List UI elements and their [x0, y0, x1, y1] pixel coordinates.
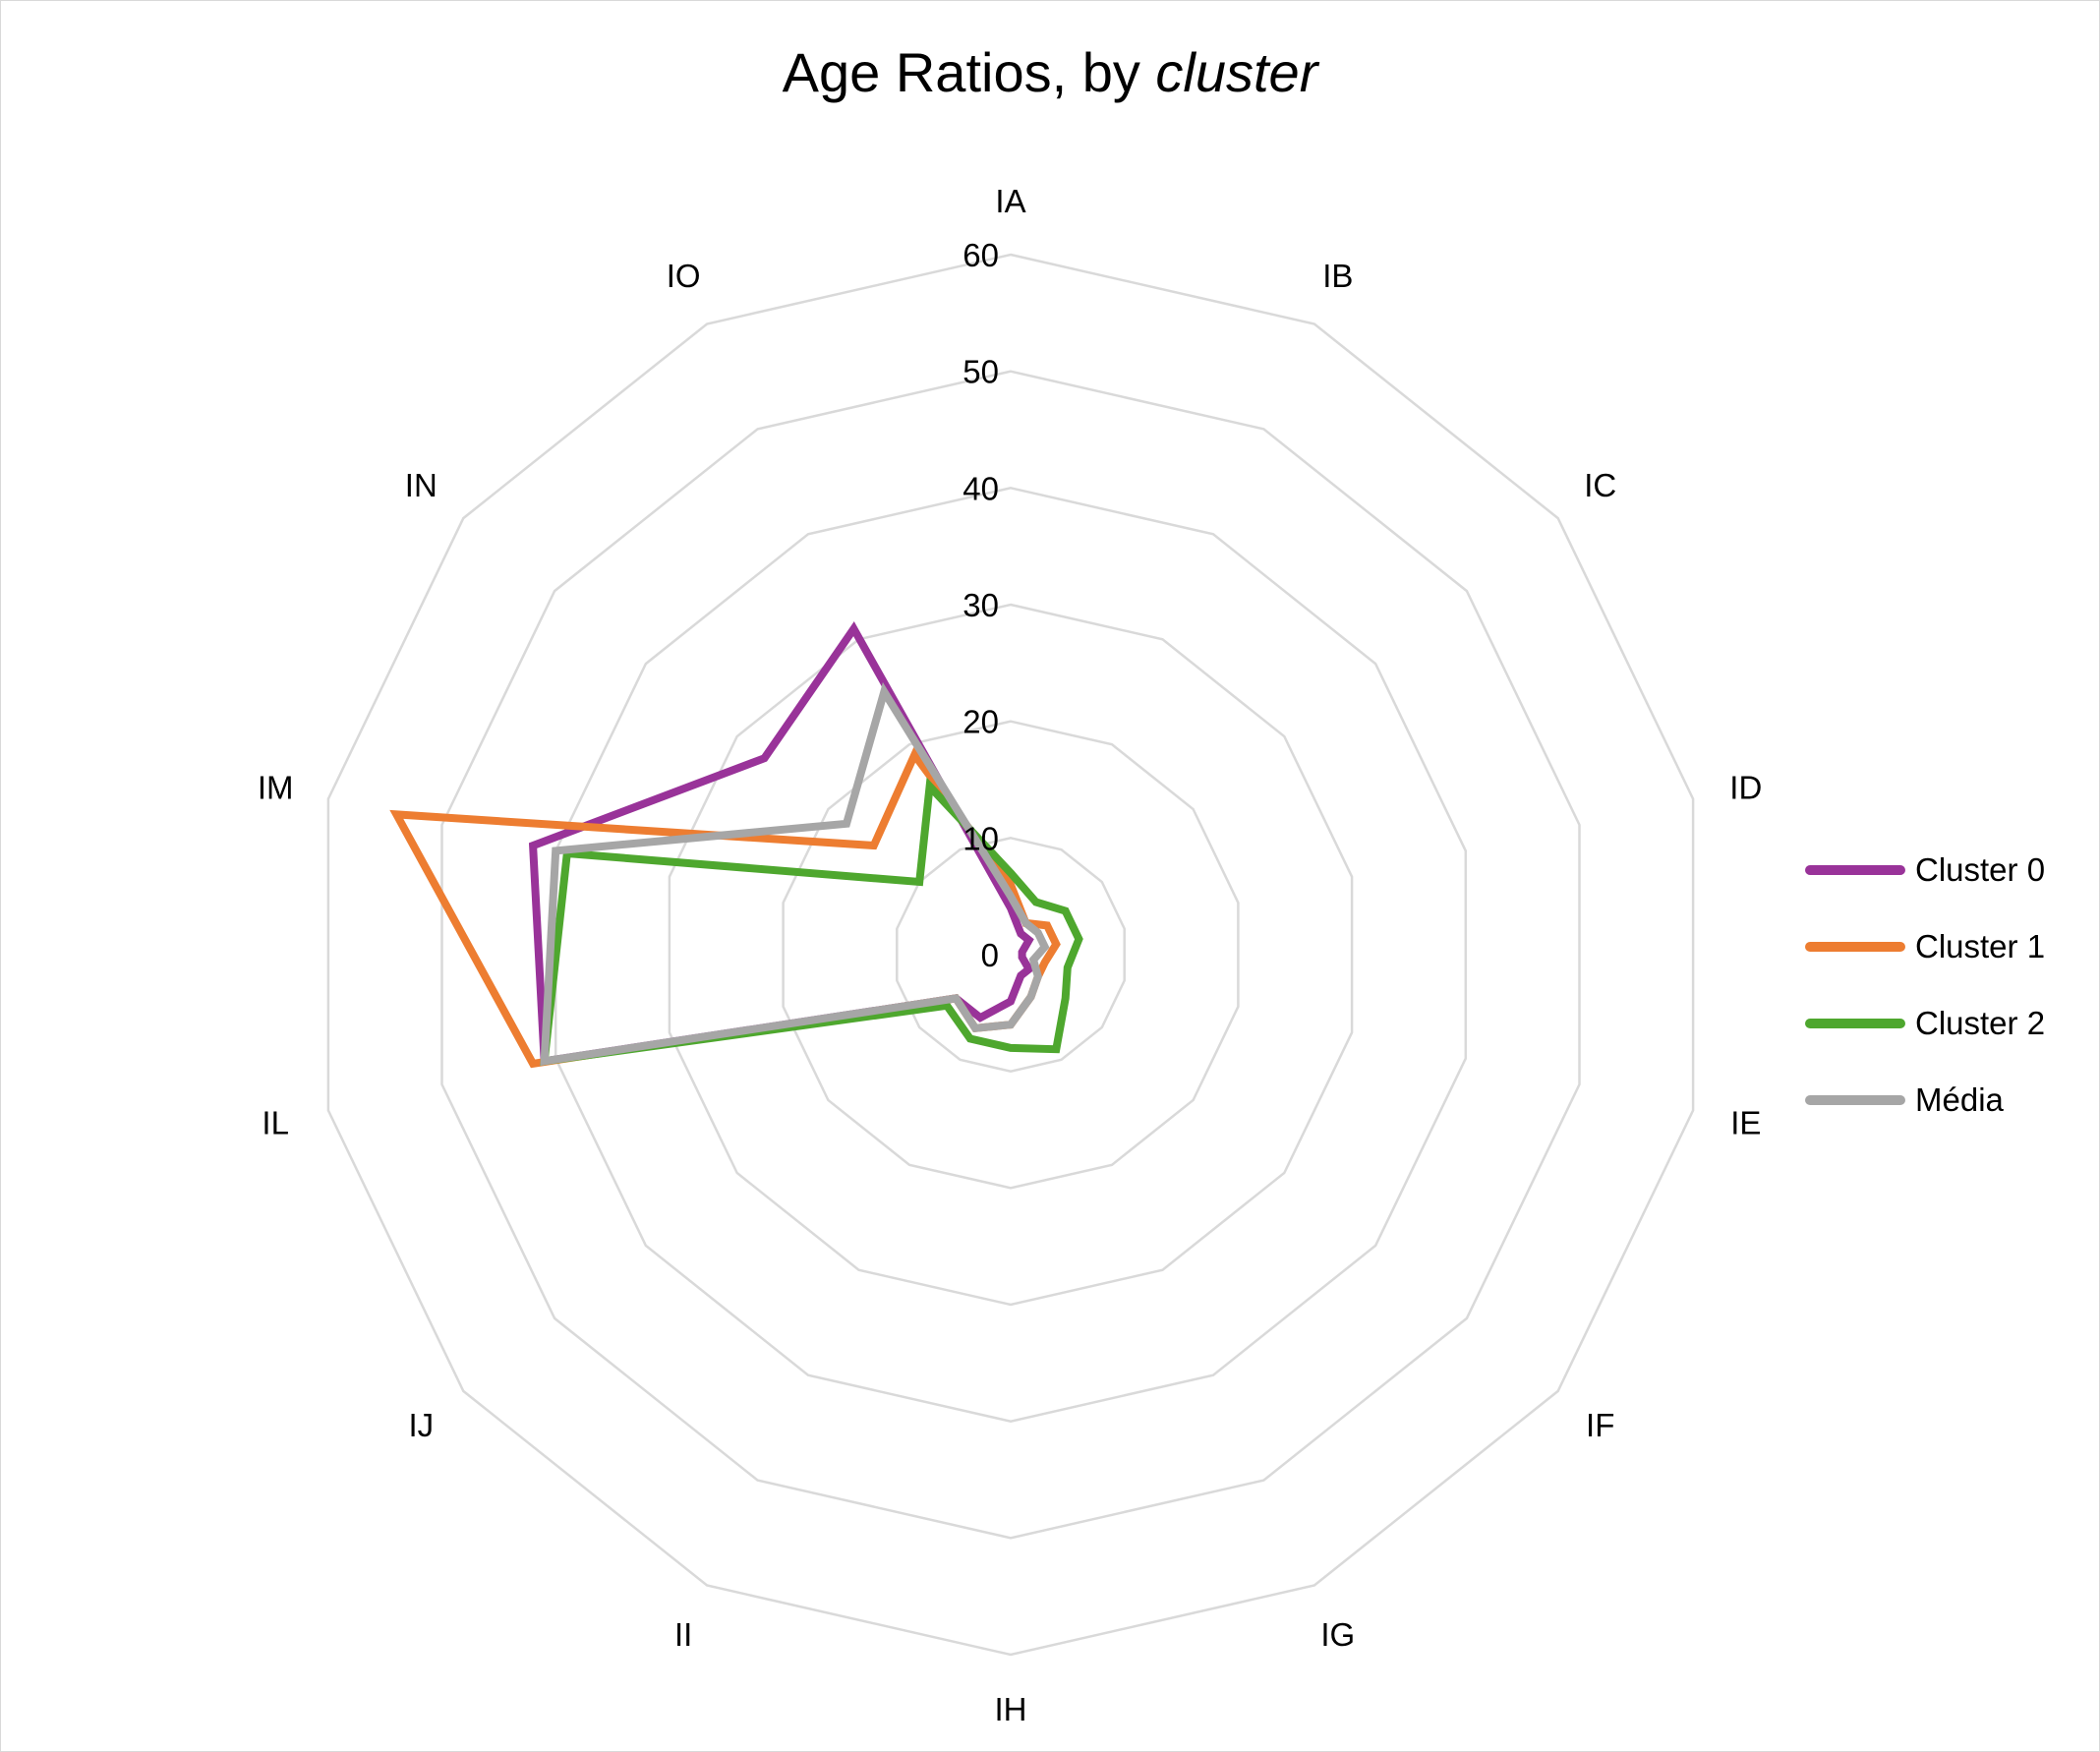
series-m-dia	[540, 681, 1050, 1066]
chart-title: Age Ratios, by cluster	[1, 40, 2099, 104]
grid-ring-40	[554, 487, 1468, 1423]
grid-ring-60	[326, 253, 1695, 1657]
series-cluster-2	[540, 777, 1083, 1066]
category-label-ii: II	[674, 1616, 692, 1653]
category-label-ij: IJ	[408, 1407, 434, 1443]
legend-swatch	[1805, 942, 1905, 952]
tick-label-30: 30	[962, 587, 999, 623]
tick-label-20: 20	[962, 704, 999, 740]
legend-label: Cluster 0	[1915, 851, 2046, 888]
category-label-ib: IB	[1322, 258, 1353, 294]
radar-series	[389, 621, 1083, 1069]
category-label-in: IN	[405, 467, 438, 503]
legend-item-m-dia: Média	[1805, 1062, 2045, 1139]
category-label-ig: IG	[1320, 1616, 1355, 1653]
grid-ring-20	[782, 720, 1240, 1190]
category-label-id: ID	[1729, 769, 1762, 805]
series-cluster-0	[528, 621, 1034, 1066]
category-label-im: IM	[258, 769, 294, 805]
title-italic: cluster	[1155, 41, 1318, 103]
radar-grid	[326, 253, 1695, 1657]
legend-item-cluster-1: Cluster 1	[1805, 908, 2045, 985]
radial-ticks: 0 10 20 30 40 50 60	[962, 237, 999, 973]
category-label-ih: IH	[995, 1691, 1027, 1727]
legend-label: Cluster 1	[1915, 928, 2046, 964]
category-label-il: IL	[262, 1105, 289, 1141]
legend-swatch	[1805, 865, 1905, 875]
tick-label-0: 0	[981, 937, 999, 973]
tick-label-60: 60	[962, 237, 999, 273]
tick-label-10: 10	[962, 820, 999, 856]
legend-item-cluster-0: Cluster 0	[1805, 832, 2045, 908]
grid-ring-30	[668, 603, 1354, 1307]
category-label-ie: IE	[1730, 1105, 1761, 1141]
tick-label-40: 40	[962, 470, 999, 506]
category-label-io: IO	[667, 258, 701, 294]
legend-swatch	[1805, 1019, 1905, 1028]
grid-ring-50	[440, 370, 1581, 1540]
legend-label: Cluster 2	[1915, 1005, 2046, 1041]
title-main: Age Ratios, by	[782, 41, 1156, 103]
category-label-if: IF	[1586, 1407, 1614, 1443]
legend-swatch	[1805, 1095, 1905, 1105]
legend-item-cluster-2: Cluster 2	[1805, 985, 2045, 1062]
category-label-ic: IC	[1584, 467, 1616, 503]
category-label-ia: IA	[995, 183, 1025, 219]
legend-label: Média	[1915, 1081, 2004, 1118]
tick-label-50: 50	[962, 354, 999, 390]
grid-ring-10	[896, 837, 1126, 1073]
category-labels: IA IB IC ID IE IF IG IH II IJ IL IM IN IO	[258, 183, 1762, 1727]
legend: Cluster 0 Cluster 1 Cluster 2 Média	[1805, 832, 2045, 1139]
